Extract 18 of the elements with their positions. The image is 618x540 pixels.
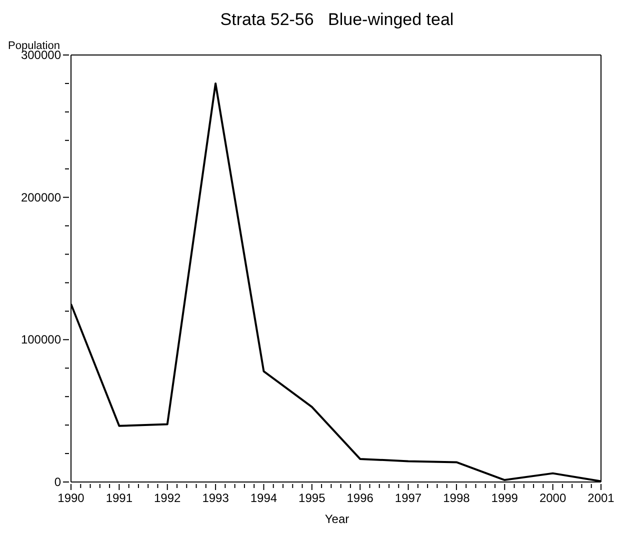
x-tick-label: 1994 [250,491,278,505]
x-tick-label: 1998 [443,491,470,505]
chart-title: Strata 52-56 Blue-winged teal [219,10,455,30]
x-tick-label: 2001 [588,491,615,505]
x-tick-label: 1995 [298,491,326,505]
y-tick-label: 100000 [20,332,62,347]
x-axis-title: Year [324,512,350,526]
x-tick-label: 2000 [539,491,566,505]
x-tick-label: 1993 [202,491,230,505]
y-axis-title: Population [8,40,60,52]
x-tick-label: 1996 [346,491,374,505]
y-tick-label: 0 [54,475,62,489]
x-tick-label: 1991 [106,491,133,505]
y-tick-label: 200000 [20,190,62,204]
x-tick-label: 1997 [394,491,422,505]
x-tick-label: 1999 [491,491,518,505]
x-tick-label: 1992 [154,491,182,505]
x-tick-label: 1990 [58,491,85,505]
